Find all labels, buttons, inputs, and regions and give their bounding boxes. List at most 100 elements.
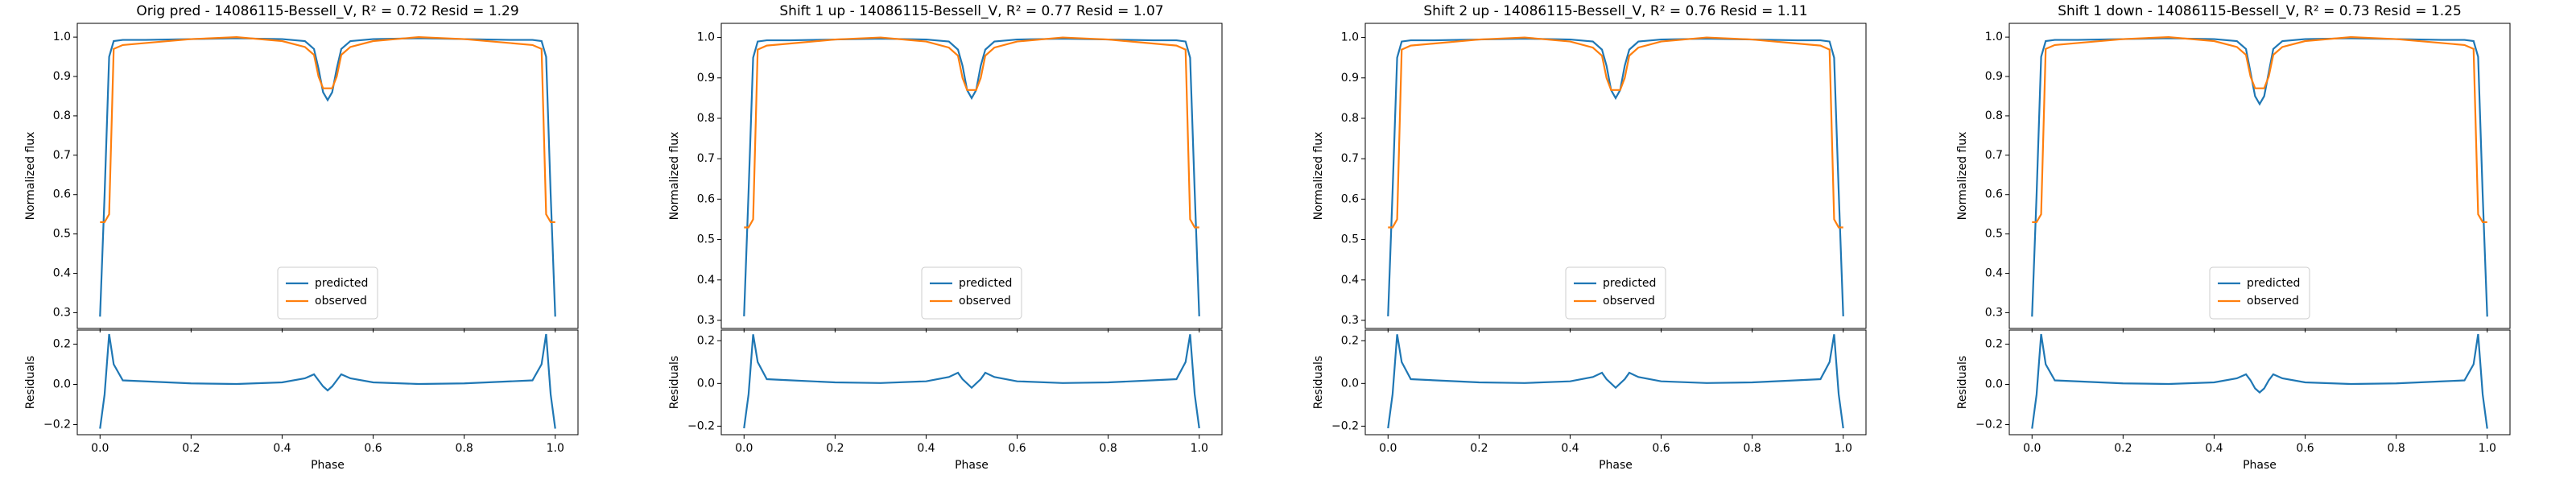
x-tick-label: 0.8	[2388, 442, 2405, 455]
y-tick-label: 1.0	[53, 31, 71, 43]
x-tick-label: 0.0	[91, 442, 109, 455]
series-line	[99, 37, 556, 317]
y-tick-label: 0.0	[1341, 377, 1359, 390]
legend-label: observed	[2247, 295, 2299, 308]
y-axis-label: Normalized flux	[1312, 132, 1325, 221]
x-axis-label: Phase	[955, 459, 989, 472]
y-tick-label: 0.8	[53, 109, 71, 122]
y-tick-label: 0.2	[53, 338, 71, 351]
y-tick-label: 0.6	[697, 192, 715, 205]
y-tick-label: 0.9	[53, 70, 71, 83]
plot-frame	[76, 329, 579, 436]
legend-box	[1565, 266, 1666, 320]
y-tick-label: 0.4	[53, 267, 71, 280]
legend-label: observed	[959, 295, 1011, 308]
y-tick-label: 0.3	[1985, 306, 2003, 319]
x-tick-label: 0.2	[1470, 442, 1488, 455]
x-tick-label: 0.4	[917, 442, 935, 455]
residual-line	[2031, 333, 2488, 429]
x-tick-label: 1.0	[1835, 442, 1852, 455]
y-tick-label: 0.3	[1341, 314, 1359, 327]
x-tick-label: 0.8	[1100, 442, 1117, 455]
legend-label: predicted	[1603, 277, 1656, 290]
y-tick-label: 0.8	[1341, 112, 1359, 125]
plot-frame	[76, 23, 579, 329]
y-tick-label: 0.4	[697, 274, 715, 287]
residual-line	[99, 333, 556, 429]
series-line	[2032, 36, 2487, 224]
chart-title: Shift 2 up - 14086115-Bessell_V, R² = 0.…	[1423, 3, 1807, 19]
y-tick-label: 1.0	[697, 31, 715, 44]
x-tick-label: 0.2	[826, 442, 844, 455]
y-tick-label: 0.7	[53, 149, 71, 162]
y-tick-label: 0.7	[1341, 152, 1359, 165]
x-axis-label: Phase	[311, 459, 345, 472]
y-tick-label: 0.6	[1985, 188, 2003, 201]
series-line	[743, 37, 1200, 316]
legend-label: predicted	[315, 277, 368, 290]
legend-label: observed	[1603, 295, 1655, 308]
x-axis-label: Phase	[2243, 459, 2277, 472]
y-tick-label: 0.2	[1341, 334, 1359, 347]
x-tick-label: 0.8	[1744, 442, 1761, 455]
y-tick-label: −0.2	[1975, 419, 2003, 431]
y-tick-label: 0.8	[697, 112, 715, 125]
y-tick-label: 0.4	[1985, 267, 2003, 280]
plot-frame	[720, 329, 1223, 436]
y-tick-label: 0.4	[1341, 274, 1359, 287]
y-tick-label: 0.2	[697, 334, 715, 347]
y-tick-label: 0.7	[697, 152, 715, 165]
chart-title: Shift 1 down - 14086115-Bessell_V, R² = …	[2058, 3, 2462, 19]
y-tick-label: 0.0	[697, 377, 715, 390]
series-line	[744, 36, 1199, 229]
y-tick-label: 0.9	[697, 72, 715, 85]
series-line	[2031, 37, 2488, 317]
x-tick-label: 0.4	[1561, 442, 1579, 455]
chart-title: Shift 1 up - 14086115-Bessell_V, R² = 0.…	[779, 3, 1163, 19]
y-axis-label: Residuals	[668, 356, 681, 409]
y-axis-label: Normalized flux	[24, 132, 37, 221]
x-tick-label: 0.4	[273, 442, 291, 455]
y-axis-label: Residuals	[1312, 356, 1325, 409]
x-tick-label: 1.0	[547, 442, 564, 455]
y-tick-label: 0.5	[53, 228, 71, 241]
x-tick-label: 0.2	[2114, 442, 2132, 455]
y-tick-label: 1.0	[1341, 31, 1359, 44]
legend-label: observed	[315, 295, 367, 308]
x-tick-label: 0.0	[735, 442, 753, 455]
y-tick-label: −0.2	[687, 419, 715, 432]
residual-line	[743, 334, 1200, 429]
y-tick-label: 0.0	[53, 378, 71, 391]
series-line	[100, 36, 555, 224]
y-tick-label: 0.6	[53, 188, 71, 201]
y-tick-label: 0.8	[1985, 109, 2003, 122]
series-line	[1388, 36, 1843, 229]
y-tick-label: 0.5	[1985, 228, 2003, 241]
legend-label: predicted	[959, 277, 1012, 290]
legend-box	[921, 266, 1022, 320]
legend-box	[277, 266, 378, 320]
y-tick-label: −0.2	[1331, 419, 1359, 432]
y-tick-label: 0.9	[1341, 72, 1359, 85]
chart-title: Orig pred - 14086115-Bessell_V, R² = 0.7…	[136, 3, 518, 19]
plot-frame	[1364, 23, 1867, 329]
series-line	[1387, 37, 1844, 316]
y-tick-label: 0.7	[1985, 149, 2003, 162]
x-tick-label: 1.0	[2479, 442, 2496, 455]
x-tick-label: 0.0	[1379, 442, 1397, 455]
y-axis-label: Residuals	[24, 356, 37, 409]
y-tick-label: 0.2	[1985, 338, 2003, 351]
x-tick-label: 0.6	[1652, 442, 1670, 455]
residual-line	[1387, 334, 1844, 429]
y-tick-label: 0.3	[53, 306, 71, 319]
x-tick-label: 0.6	[364, 442, 382, 455]
x-tick-label: 1.0	[1191, 442, 1208, 455]
y-tick-label: 0.3	[697, 314, 715, 327]
plot-frame	[1364, 329, 1867, 436]
y-tick-label: 1.0	[1985, 31, 2003, 43]
y-tick-label: −0.2	[43, 419, 71, 431]
y-axis-label: Normalized flux	[1956, 132, 1969, 221]
x-axis-label: Phase	[1599, 459, 1633, 472]
x-tick-label: 0.6	[1008, 442, 1026, 455]
